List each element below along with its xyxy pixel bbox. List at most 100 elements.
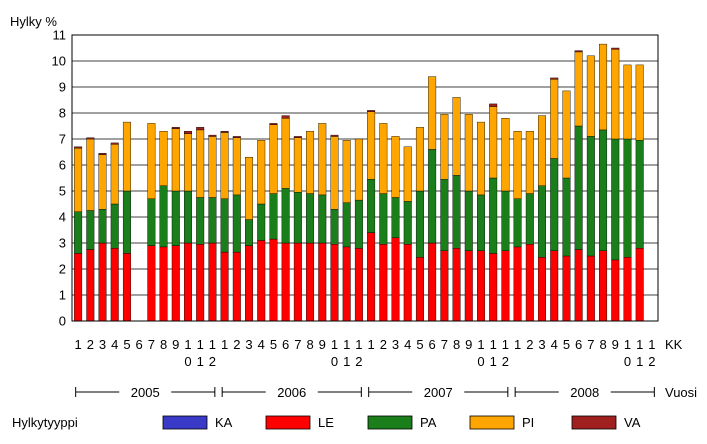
legend-item-le: LE — [265, 415, 334, 430]
bar-segment-pi — [147, 123, 156, 200]
bar-segment-pa — [98, 208, 107, 244]
x-tick-label: 4 — [258, 337, 265, 352]
legend-item-va: VA — [571, 415, 641, 430]
x-tick-label: 1 — [477, 337, 484, 352]
bar-segment-va — [220, 130, 229, 133]
x-tick-label: 1 — [648, 337, 655, 352]
x-tick-label: 2 — [648, 354, 655, 369]
legend-label: PA — [420, 415, 437, 430]
bar-segment-le — [183, 242, 192, 322]
bar-stack — [183, 130, 192, 322]
bar-stack — [257, 140, 266, 322]
bar-segment-le — [623, 257, 632, 322]
bar-stack — [306, 130, 315, 322]
bar-segment-pa — [391, 197, 400, 238]
bar-segment-pi — [74, 147, 83, 213]
bar-segment-le — [525, 244, 534, 322]
bar-segment-pi — [245, 156, 254, 220]
bar-segment-va — [171, 127, 180, 129]
x-tick-label: 1 — [197, 337, 204, 352]
y-axis-label: Hylky % — [10, 14, 57, 29]
bar-segment-pa — [476, 194, 485, 251]
bar-stack — [501, 117, 510, 322]
bar-segment-le — [452, 247, 461, 322]
bar-stack — [452, 97, 461, 322]
bar-stack — [574, 50, 583, 322]
y-tick-label: 2 — [59, 262, 66, 277]
bar-stack — [245, 156, 254, 322]
bar-segment-le — [122, 253, 131, 322]
bar-segment-le — [501, 250, 510, 322]
bar-segment-le — [342, 246, 351, 322]
bar-stack — [428, 76, 437, 322]
bar-stack — [403, 146, 412, 322]
bar-stack — [86, 137, 95, 322]
bar-stack — [562, 90, 571, 322]
bar-segment-pi — [281, 117, 290, 189]
bar-segment-pi — [440, 114, 449, 180]
bar-stack — [330, 134, 339, 322]
bar-segment-va — [574, 50, 583, 53]
x-tick-label: 3 — [99, 337, 106, 352]
bar-segment-pa — [550, 158, 559, 252]
year-label: 2008 — [570, 385, 599, 400]
bar-segment-le — [74, 253, 83, 322]
bar-segment-pa — [269, 193, 278, 240]
x-tick-label: 2 — [380, 337, 387, 352]
bar-stack — [379, 123, 388, 322]
x-tick-label: 4 — [404, 337, 411, 352]
bar-segment-pa — [245, 219, 254, 246]
x-tick-label: 6 — [282, 337, 289, 352]
bar-segment-le — [513, 246, 522, 322]
bar-segment-pa — [354, 199, 363, 249]
x-tick-label: 6 — [136, 337, 143, 352]
bar-stack — [586, 55, 595, 322]
bar-segment-pi — [257, 140, 266, 205]
bar-segment-pi — [599, 43, 608, 131]
bar-segment-pa — [306, 193, 315, 244]
legend-label: LE — [318, 415, 334, 430]
year-label: 2005 — [131, 385, 160, 400]
bar-stack — [354, 138, 363, 322]
x-tick-label: 1 — [490, 354, 497, 369]
bar-segment-pi — [513, 130, 522, 199]
x-tick-label: 1 — [502, 337, 509, 352]
bar-segment-pa — [183, 190, 192, 244]
bar-segment-pa — [196, 197, 205, 245]
bar-segment-pa — [110, 203, 119, 249]
x-tick-label: 8 — [453, 337, 460, 352]
bar-stack — [415, 127, 424, 322]
bar-segment-le — [232, 251, 241, 322]
x-tick-label: 2 — [233, 337, 240, 352]
bar-segment-le — [293, 242, 302, 322]
bar-segment-pi — [489, 106, 498, 179]
bar-stack — [550, 77, 559, 322]
x-tick-label: 1 — [636, 337, 643, 352]
y-tick-labels: 0 1 2 3 4 5 6 7 8 9 10 11 — [52, 28, 66, 329]
bar-segment-pi — [476, 121, 485, 196]
bar-stack — [342, 140, 351, 322]
x-axis-label: KK — [665, 337, 683, 352]
bar-segment-pi — [550, 78, 559, 159]
bar-segment-le — [489, 253, 498, 322]
legend-item-pa: PA — [367, 415, 437, 430]
year-label: 2006 — [277, 385, 306, 400]
bar-segment-le — [281, 242, 290, 322]
y-tick-label: 4 — [59, 210, 66, 225]
x-tick-label: 1 — [636, 354, 643, 369]
x-tick-label: 5 — [416, 337, 423, 352]
bar-segment-pa — [525, 193, 534, 245]
bar-segment-pi — [562, 90, 571, 179]
bar-segment-va — [367, 110, 376, 112]
bar-stack — [147, 123, 156, 322]
x-tick-label: 1 — [514, 337, 521, 352]
legend-swatch — [469, 415, 515, 430]
x-tick-label: 2 — [209, 354, 216, 369]
bar-segment-va — [110, 142, 119, 145]
bar-segment-pa — [74, 211, 83, 254]
y-tick-label: 11 — [53, 28, 67, 43]
bar-segment-va — [86, 137, 95, 140]
x-tick-label: 3 — [392, 337, 399, 352]
y-tick-label: 0 — [59, 314, 66, 329]
bar-segment-le — [196, 244, 205, 322]
